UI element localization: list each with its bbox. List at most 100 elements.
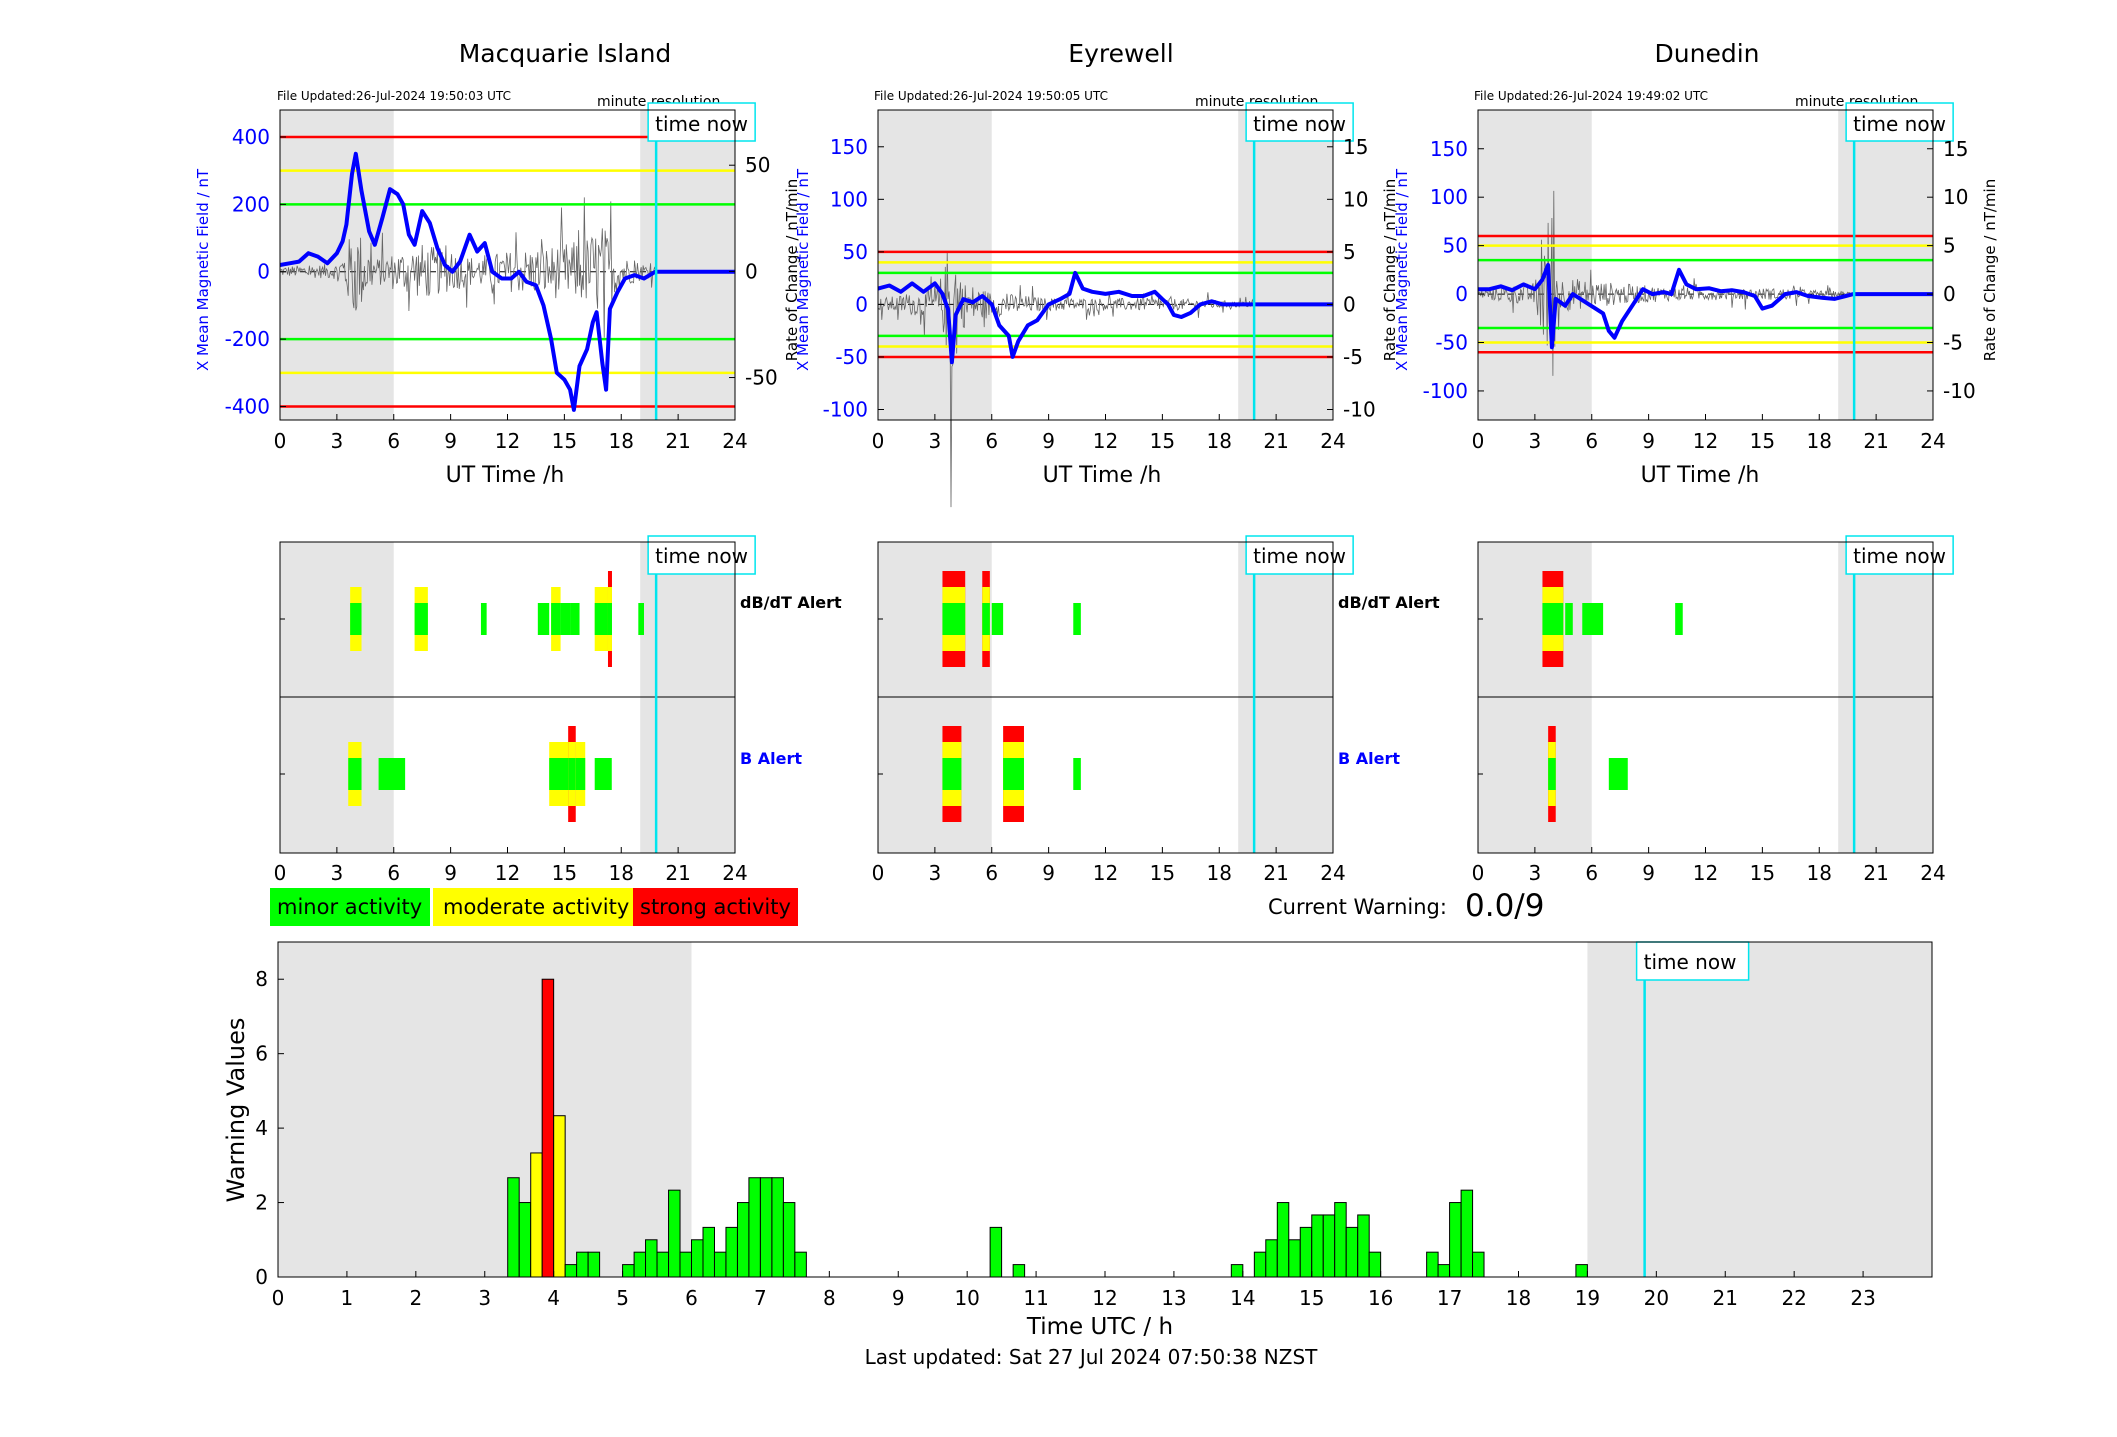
x-tick-label: 18 <box>1207 429 1232 453</box>
warning-bar-minor <box>794 1251 807 1278</box>
warning-bar-strong <box>541 978 555 1278</box>
file-updated-dunedin: File Updated:26-Jul-2024 19:49:02 UTC <box>1474 89 1708 103</box>
y2-tick-label: 15 <box>1943 137 1968 161</box>
night-shading <box>1478 110 1592 420</box>
x-tick-label: 18 <box>1506 1286 1531 1310</box>
b-alert-minor-block <box>1548 758 1556 790</box>
time-now-label: time now <box>655 544 748 568</box>
dbdt-alert-label-eyrewell: dB/dT Alert <box>1338 593 1440 612</box>
time-now-label: time now <box>1644 950 1737 974</box>
x-tick-label: 24 <box>1320 429 1345 453</box>
x-tick-label: 4 <box>547 1286 560 1310</box>
x-tick-label: 10 <box>954 1286 979 1310</box>
dbdt-alert-minor-block <box>1565 603 1573 635</box>
y-tick-label: -100 <box>823 397 868 421</box>
legend-swatch-moderate <box>433 888 633 926</box>
x-tick-label: 21 <box>1713 1286 1738 1310</box>
warning-bar-minor <box>759 1177 773 1278</box>
y2-tick-label: 0 <box>1943 282 1956 306</box>
x-tick-label: 0 <box>1472 429 1485 453</box>
warning-bar-minor <box>1299 1226 1313 1278</box>
night-shading <box>278 942 692 1277</box>
x-tick-label: 24 <box>722 429 747 453</box>
y2-tick-label: 5 <box>1343 240 1356 264</box>
activity-legend: minor activity moderate activity strong … <box>270 888 798 926</box>
b-alert-minor-block <box>1073 758 1081 790</box>
x-tick-label: 6 <box>985 429 998 453</box>
x-tick-label: 18 <box>609 429 634 453</box>
x-tick-label: 12 <box>1092 1286 1117 1310</box>
x-tick-label: 12 <box>1693 861 1718 885</box>
x-tick-label: 3 <box>331 861 344 885</box>
legend-label-moderate: moderate activity <box>443 895 629 919</box>
y-tick-label: 8 <box>255 967 268 991</box>
warning-bar-minor <box>1575 1264 1588 1278</box>
x-tick-label: 6 <box>387 861 400 885</box>
x-tick-label: 18 <box>1807 861 1832 885</box>
x-tick-label: 24 <box>1920 861 1945 885</box>
mean-field-line <box>877 270 1333 365</box>
x-tick-label: 15 <box>1750 429 1775 453</box>
y-tick-label: -50 <box>835 345 868 369</box>
x-tick-label: 12 <box>1093 861 1118 885</box>
warning-bar-minor <box>713 1251 727 1278</box>
y-tick-label: 0 <box>257 260 270 284</box>
warning-bar-minor <box>576 1251 589 1278</box>
night-shading <box>1838 110 1933 420</box>
y-tick-label: -400 <box>225 395 270 419</box>
x-tick-label: 15 <box>552 429 577 453</box>
x-tick-label: 15 <box>1150 429 1175 453</box>
time-now-box <box>647 102 756 142</box>
dbdt-alert-minor-block <box>942 603 966 635</box>
x-tick-label: 3 <box>1529 861 1542 885</box>
night-shading <box>1238 110 1333 420</box>
legend-swatch-strong <box>633 888 798 926</box>
current-warning-value: 0.0/9 <box>1465 888 1544 924</box>
x-tick-label: 11 <box>1023 1286 1048 1310</box>
x-tick-label: 21 <box>1263 429 1288 453</box>
x-tick-label: 3 <box>929 429 942 453</box>
x-axis-label-eyrewell: UT Time /h <box>1043 463 1162 488</box>
legend-label-minor: minor activity <box>277 895 422 919</box>
x-tick-label: 12 <box>495 861 520 885</box>
alert-plot-eyrewell: time now 0 3 6 9 12 15 18 21 24 <box>872 535 1354 885</box>
dbdt-alert-minor-block <box>570 603 580 635</box>
warning-bar-minor <box>1253 1251 1267 1278</box>
warning-bar-minor <box>1426 1251 1439 1278</box>
night-shading <box>878 110 992 420</box>
left-axis-label-eyrewell: X Mean Magnetic Field / nT <box>794 168 812 371</box>
x-tick-label: 9 <box>444 429 457 453</box>
x-tick-label: 15 <box>1150 861 1175 885</box>
right-axis-label-dunedin: Rate of Change / nT/min <box>1981 179 1999 361</box>
x-tick-label: 2 <box>409 1286 422 1310</box>
x-tick-label: 6 <box>1585 861 1598 885</box>
dbdt-alert-minor-block <box>991 603 1004 635</box>
b-alert-minor-block <box>549 758 569 790</box>
y-tick-label: 0 <box>855 292 868 316</box>
y-tick-label: 50 <box>843 240 868 264</box>
y2-tick-label: 5 <box>1943 234 1956 258</box>
dbdt-alert-minor-block <box>551 603 561 635</box>
rate-of-change-line <box>877 251 1254 508</box>
y-tick-label: 100 <box>1430 185 1468 209</box>
left-axis-label-dunedin: X Mean Magnetic Field / nT <box>1393 168 1411 371</box>
b-alert-minor-block <box>1003 758 1024 790</box>
x-tick-label: 0 <box>1472 861 1485 885</box>
x-tick-label: 18 <box>1207 861 1232 885</box>
warning-bar-minor <box>1265 1239 1278 1278</box>
dbdt-alert-minor-block <box>350 603 362 635</box>
warning-bar-minor <box>633 1251 647 1278</box>
alert-plot-macquarie: time now 0 3 6 9 12 15 18 21 24 <box>274 535 756 885</box>
x-tick-label: 21 <box>1863 861 1888 885</box>
time-now-label: time now <box>1853 112 1946 136</box>
y-tick-label: -200 <box>225 327 270 351</box>
mean-field-line <box>1478 263 1933 350</box>
night-shading <box>1587 942 1932 1277</box>
warning-bar-minor <box>1288 1239 1301 1278</box>
mean-field-line <box>279 151 735 412</box>
x-tick-label: 21 <box>665 429 690 453</box>
b-alert-label-eyrewell: B Alert <box>1338 749 1400 768</box>
